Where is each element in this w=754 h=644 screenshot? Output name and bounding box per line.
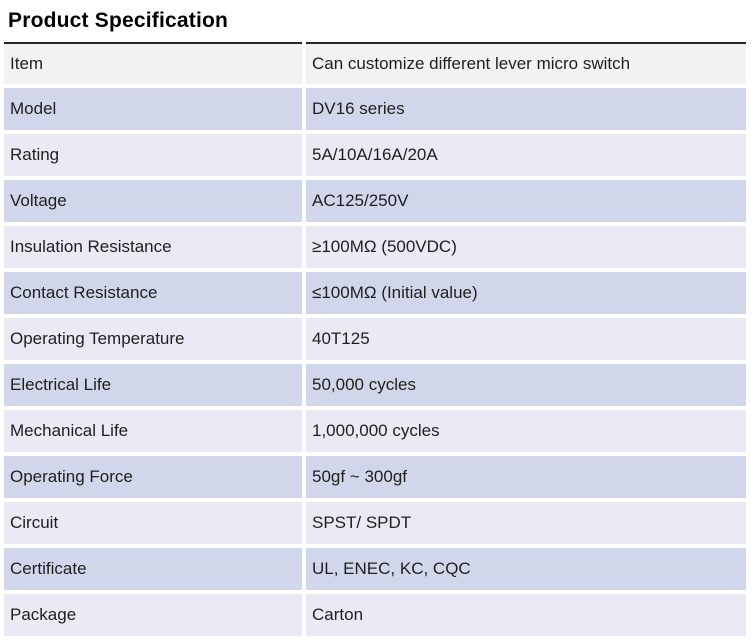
table-row: Electrical Life 50,000 cycles — [4, 364, 746, 406]
spec-label: Rating — [4, 134, 302, 176]
table-row: Certificate UL, ENEC, KC, CQC — [4, 548, 746, 590]
spec-label: Certificate — [4, 548, 302, 590]
spec-label: Operating Temperature — [4, 318, 302, 360]
spec-value: AC125/250V — [306, 180, 746, 222]
table-row: Insulation Resistance ≥100MΩ (500VDC) — [4, 226, 746, 268]
spec-value: Carton — [306, 594, 746, 636]
table-row: Rating 5A/10A/16A/20A — [4, 134, 746, 176]
spec-label: Circuit — [4, 502, 302, 544]
table-row: Item Can customize different lever micro … — [4, 42, 746, 84]
table-row: Voltage AC125/250V — [4, 180, 746, 222]
spec-value: DV16 series — [306, 88, 746, 130]
page-title: Product Specification — [8, 9, 229, 32]
spec-label: Package — [4, 594, 302, 636]
spec-label: Mechanical Life — [4, 410, 302, 452]
spec-table-body: Item Can customize different lever micro … — [4, 42, 746, 636]
spec-label: Operating Force — [4, 456, 302, 498]
spec-value: 50,000 cycles — [306, 364, 746, 406]
table-row: Contact Resistance ≤100MΩ (Initial value) — [4, 272, 746, 314]
spec-value: 5A/10A/16A/20A — [306, 134, 746, 176]
spec-value: UL, ENEC, KC, CQC — [306, 548, 746, 590]
spec-value: 40T125 — [306, 318, 746, 360]
title-bar: Product Specification — [0, 0, 754, 38]
table-row: Operating Temperature 40T125 — [4, 318, 746, 360]
spec-value: Can customize different lever micro swit… — [306, 42, 746, 84]
spec-label: Item — [4, 42, 302, 84]
spec-value: ≥100MΩ (500VDC) — [306, 226, 746, 268]
spec-label: Model — [4, 88, 302, 130]
spec-label: Electrical Life — [4, 364, 302, 406]
spec-label: Contact Resistance — [4, 272, 302, 314]
spec-value: ≤100MΩ (Initial value) — [306, 272, 746, 314]
spec-label: Voltage — [4, 180, 302, 222]
table-row: Circuit SPST/ SPDT — [4, 502, 746, 544]
table-row: Operating Force 50gf ~ 300gf — [4, 456, 746, 498]
spec-label: Insulation Resistance — [4, 226, 302, 268]
table-row: Model DV16 series — [4, 88, 746, 130]
spec-value: SPST/ SPDT — [306, 502, 746, 544]
spec-value: 50gf ~ 300gf — [306, 456, 746, 498]
spec-value: 1,000,000 cycles — [306, 410, 746, 452]
spec-table: Item Can customize different lever micro … — [0, 38, 750, 640]
table-row: Package Carton — [4, 594, 746, 636]
table-row: Mechanical Life 1,000,000 cycles — [4, 410, 746, 452]
